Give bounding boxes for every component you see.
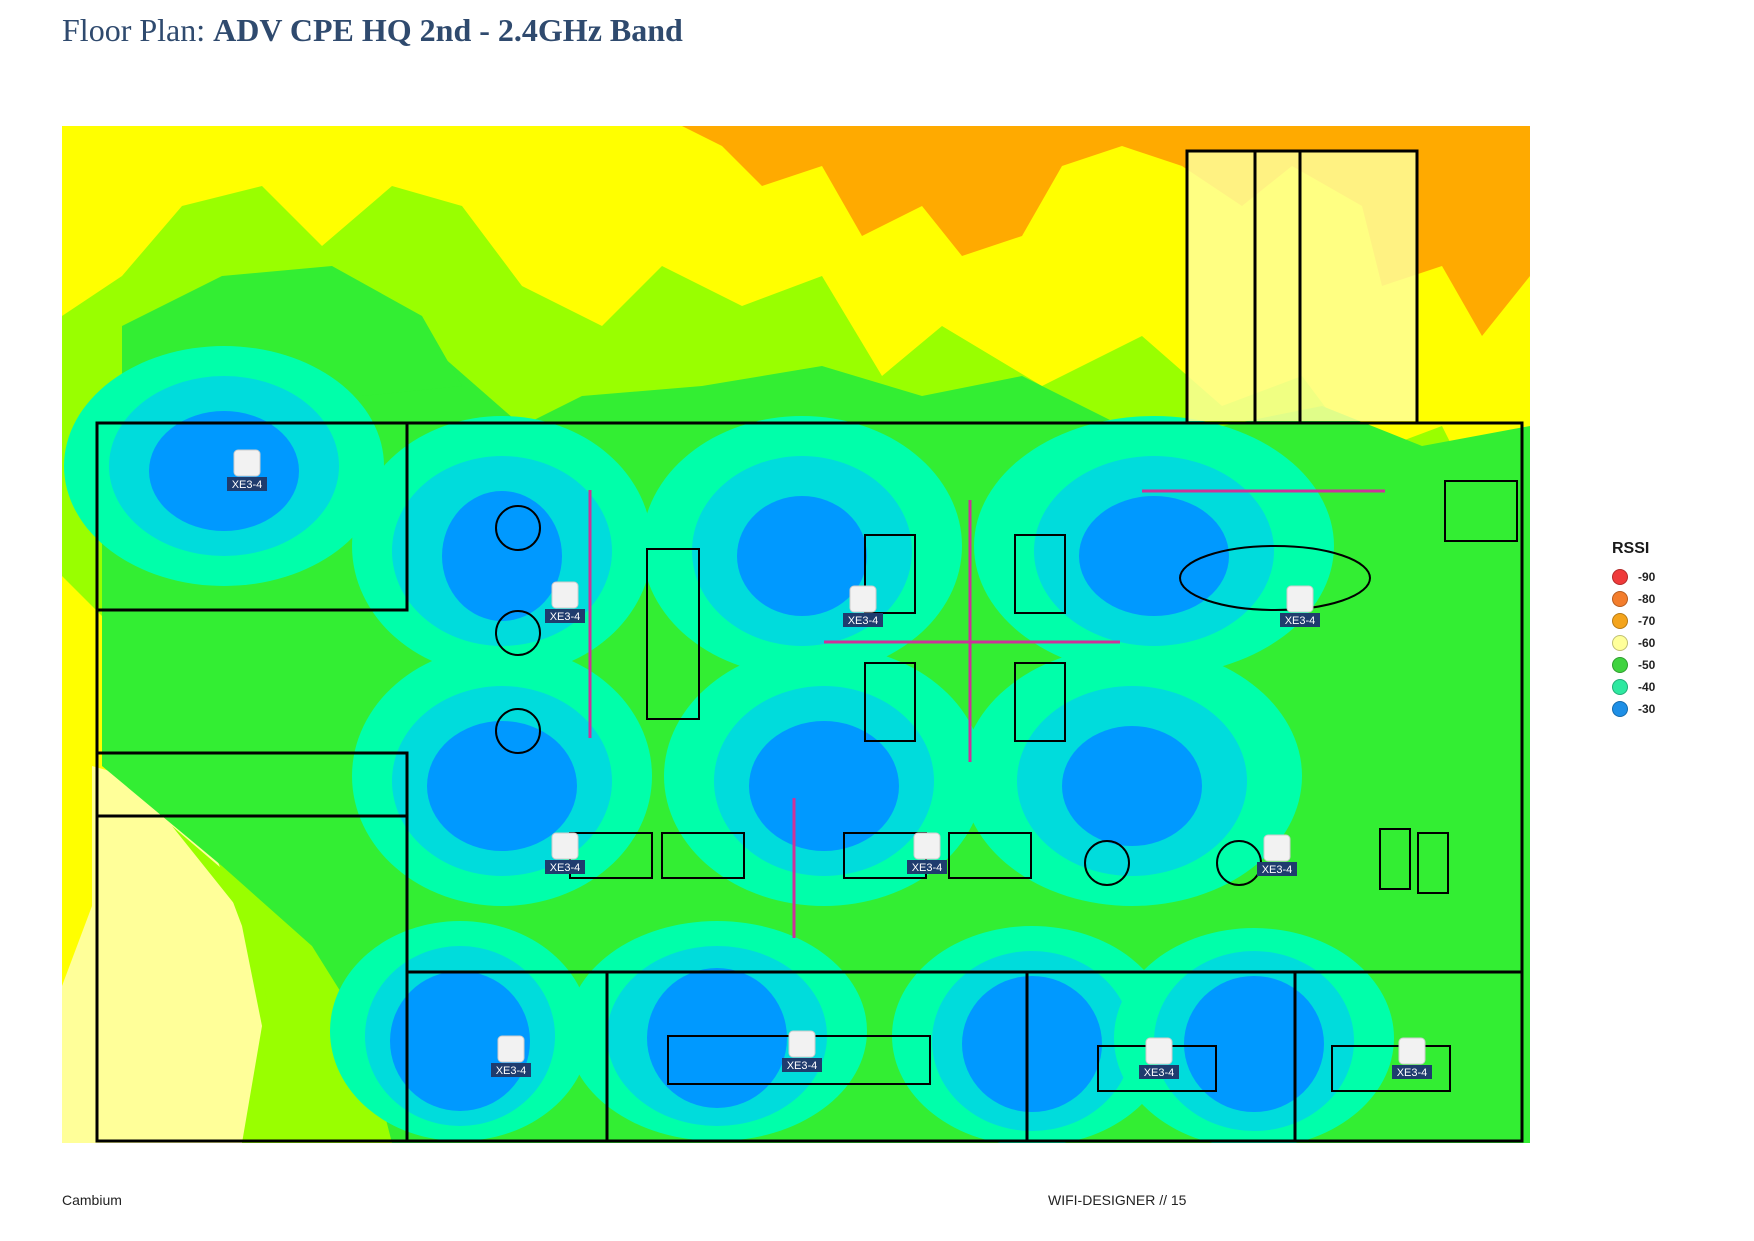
access-point-icon[interactable] <box>849 585 877 613</box>
access-point-icon[interactable] <box>1286 585 1314 613</box>
access-point-label: XE3-4 <box>848 615 879 627</box>
access-point[interactable]: XE3-4 <box>545 581 585 623</box>
legend-label: -80 <box>1638 592 1656 606</box>
access-point-icon[interactable] <box>233 449 261 477</box>
legend-swatch <box>1612 613 1628 629</box>
access-point-icon[interactable] <box>788 1030 816 1058</box>
access-point[interactable]: XE3-4 <box>491 1035 531 1077</box>
legend-label: -50 <box>1638 658 1656 672</box>
legend-swatch <box>1612 701 1628 717</box>
access-point-label-bg <box>1257 862 1297 876</box>
partition-lines <box>588 489 1385 938</box>
legend-label: -70 <box>1638 614 1656 628</box>
access-point[interactable]: XE3-4 <box>545 832 585 874</box>
ap-coverage-rings <box>64 346 1394 1143</box>
footer-page: WIFI-DESIGNER // 15 <box>1048 1192 1187 1208</box>
access-point-icon[interactable] <box>1398 1037 1426 1065</box>
access-point-icon[interactable] <box>913 832 941 860</box>
coverage-lime-left <box>172 826 382 1143</box>
legend-item: -70 <box>1612 610 1702 632</box>
legend-rows: -90 -80 -70 -60 -50 -40 -30 <box>1612 566 1702 720</box>
page-title: Floor Plan: ADV CPE HQ 2nd - 2.4GHz Band <box>62 12 683 49</box>
legend-item: -40 <box>1612 676 1702 698</box>
title-name: ADV CPE HQ 2nd - 2.4GHz Band <box>213 12 683 48</box>
access-point[interactable]: XE3-4 <box>782 1030 822 1072</box>
legend-swatch <box>1612 569 1628 585</box>
access-point-label: XE3-4 <box>787 1060 818 1072</box>
access-point-label-bg <box>843 613 883 627</box>
access-point-label: XE3-4 <box>232 479 263 491</box>
access-point[interactable]: XE3-4 <box>1139 1037 1179 1079</box>
access-point-label: XE3-4 <box>1397 1067 1428 1079</box>
legend-swatch <box>1612 657 1628 673</box>
access-point-label: XE3-4 <box>912 862 943 874</box>
legend-label: -40 <box>1638 680 1656 694</box>
legend-item: -80 <box>1612 588 1702 610</box>
access-point-label-bg <box>545 609 585 623</box>
legend-swatch <box>1612 679 1628 695</box>
access-point[interactable]: XE3-4 <box>227 449 267 491</box>
access-point-label: XE3-4 <box>550 862 581 874</box>
coverage-yellow-top <box>62 126 1530 506</box>
access-point-label-bg <box>1280 613 1320 627</box>
access-point[interactable]: XE3-4 <box>1257 834 1297 876</box>
legend-label: -60 <box>1638 636 1656 650</box>
access-point-label-bg <box>907 860 947 874</box>
rssi-legend: RSSI -90 -80 -70 -60 -50 -40 -30 <box>1612 540 1702 720</box>
footer-brand: Cambium <box>62 1192 122 1208</box>
access-point-label: XE3-4 <box>1262 864 1293 876</box>
access-point-label: XE3-4 <box>1285 615 1316 627</box>
access-point-label-bg <box>227 477 267 491</box>
restroom-block <box>1187 151 1417 421</box>
legend-item: -30 <box>1612 698 1702 720</box>
access-point[interactable]: XE3-4 <box>1280 585 1320 627</box>
legend-item: -50 <box>1612 654 1702 676</box>
access-point-label: XE3-4 <box>496 1065 527 1077</box>
access-point-icon[interactable] <box>1263 834 1291 862</box>
access-point-icon[interactable] <box>497 1035 525 1063</box>
access-point-icon[interactable] <box>1145 1037 1173 1065</box>
building-walls <box>95 149 1524 1143</box>
access-point-icon[interactable] <box>551 832 579 860</box>
title-prefix: Floor Plan: <box>62 12 214 48</box>
access-point-label-bg <box>782 1058 822 1072</box>
legend-label: -30 <box>1638 702 1656 716</box>
access-points: XE3-4 XE3-4 XE3-4 XE3-4 XE3-4 XE3-4 XE3-4 XE3-4… <box>227 449 1432 1079</box>
access-point-icon[interactable] <box>551 581 579 609</box>
legend-label: -90 <box>1638 570 1656 584</box>
access-point[interactable]: XE3-4 <box>1392 1037 1432 1079</box>
legend-item: -60 <box>1612 632 1702 654</box>
legend-swatch <box>1612 591 1628 607</box>
legend-item: -90 <box>1612 566 1702 588</box>
access-point-label: XE3-4 <box>1144 1067 1175 1079</box>
coverage-paleyellow-left <box>62 766 262 1143</box>
floor-plan-map[interactable]: XE3-4 XE3-4 XE3-4 XE3-4 XE3-4 XE3-4 XE3-4 XE3-4… <box>62 126 1530 1143</box>
access-point-label-bg <box>545 860 585 874</box>
access-point-label-bg <box>1139 1065 1179 1079</box>
access-point-label-bg <box>1392 1065 1432 1079</box>
access-point-label: XE3-4 <box>550 611 581 623</box>
legend-title: RSSI <box>1612 540 1650 557</box>
access-point[interactable]: XE3-4 <box>843 585 883 627</box>
access-point-label-bg <box>491 1063 531 1077</box>
legend-swatch <box>1612 635 1628 651</box>
access-point[interactable]: XE3-4 <box>907 832 947 874</box>
